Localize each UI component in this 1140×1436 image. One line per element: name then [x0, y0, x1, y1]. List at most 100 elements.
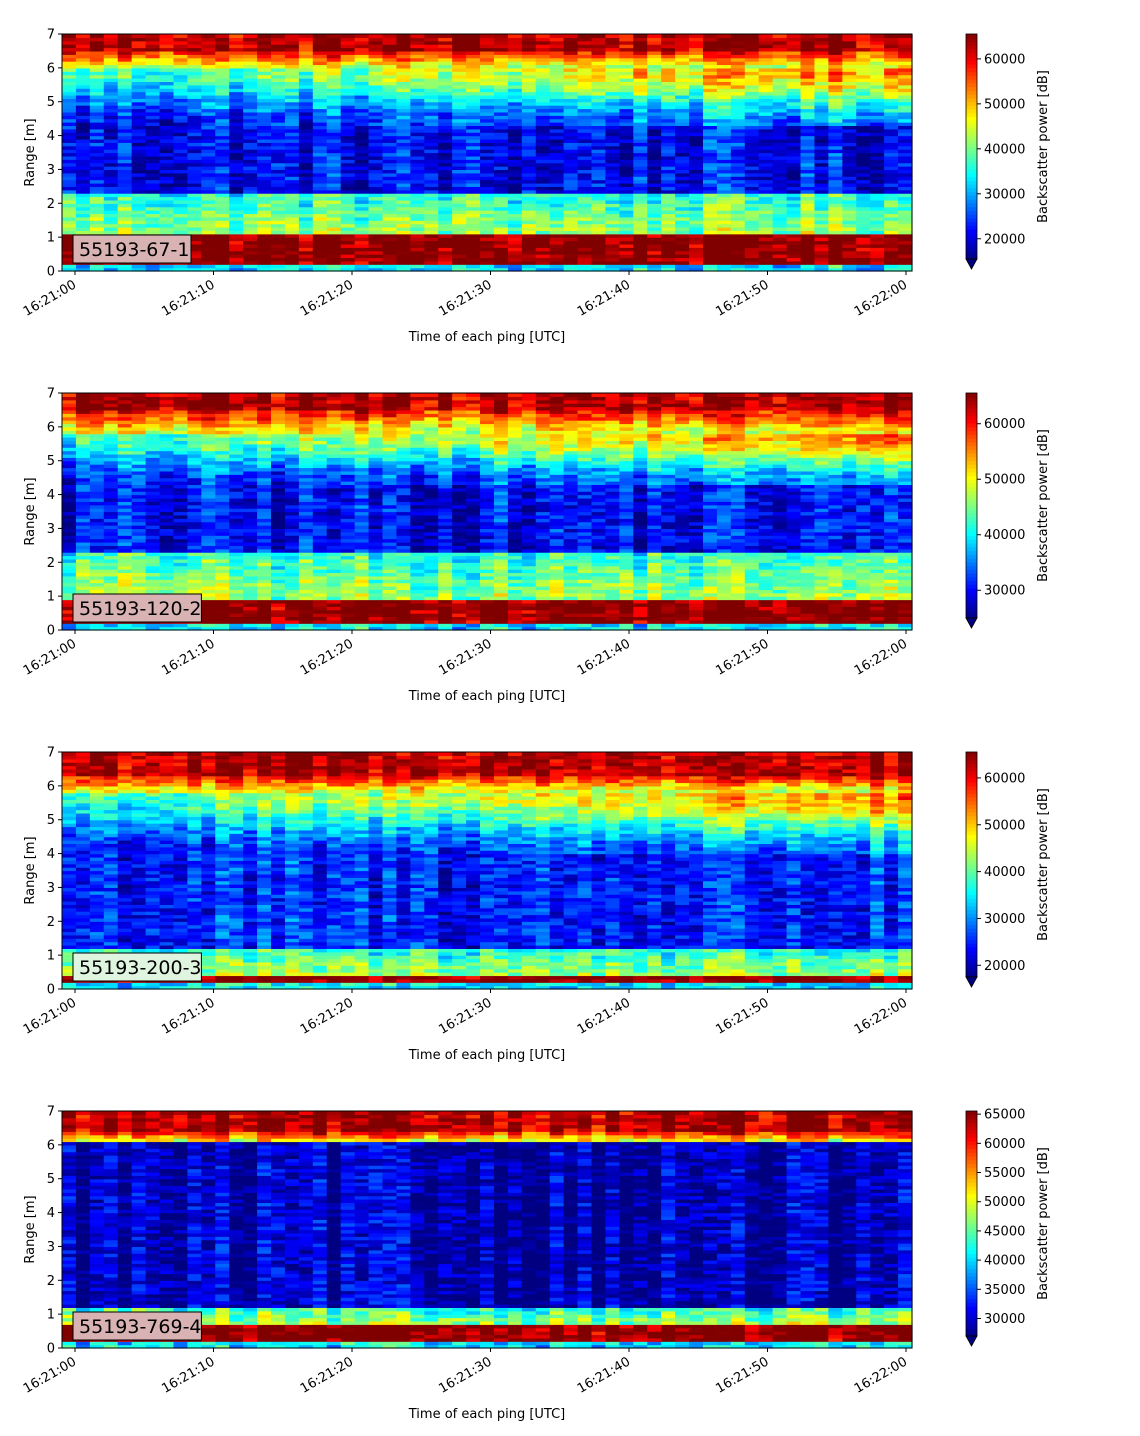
- heatmap-cell: [62, 230, 77, 235]
- heatmap-cell: [159, 84, 175, 89]
- heatmap-cell: [117, 88, 133, 93]
- heatmap-cell: [75, 67, 91, 72]
- heatmap-cell: [215, 54, 230, 59]
- heatmap-cell: [89, 159, 105, 164]
- heatmap-cell: [89, 206, 105, 211]
- heatmap-cell: [201, 176, 216, 181]
- heatmap-cell: [145, 111, 161, 116]
- heatmap-cell: [131, 159, 147, 164]
- heatmap-cell: [173, 213, 189, 218]
- heatmap-cell: [145, 213, 161, 218]
- x-tick-label: 16:21:50: [713, 277, 771, 319]
- colorbar-segment: [966, 217, 977, 223]
- heatmap-cell: [201, 108, 216, 113]
- colorbar-tick-label: 30000: [984, 187, 1025, 202]
- heatmap-cell: [103, 50, 119, 55]
- colorbar-segment: [966, 229, 977, 234]
- heatmap-cell: [103, 61, 119, 66]
- heatmap-cell: [117, 91, 133, 96]
- heatmap-cell: [159, 162, 175, 167]
- heatmap-cell: [145, 118, 161, 123]
- colorbar-segment: [966, 187, 977, 193]
- heatmap-cell: [159, 179, 175, 184]
- heatmap-cell: [201, 257, 216, 262]
- heatmap-cell: [215, 162, 230, 167]
- heatmap-cell: [117, 210, 133, 215]
- heatmap-cell: [159, 105, 175, 110]
- heatmap-cell: [173, 115, 189, 120]
- heatmap-cell: [62, 81, 77, 86]
- heatmap-cell: [340, 34, 356, 38]
- heatmap-cell: [145, 88, 161, 93]
- heatmap-cell: [62, 166, 77, 171]
- heatmap-cell: [75, 78, 91, 82]
- heatmap-cell: [173, 206, 189, 211]
- heatmap-cell: [201, 149, 216, 154]
- heatmap-cell: [117, 393, 133, 397]
- heatmap-cell: [89, 210, 105, 215]
- heatmap-cell: [62, 162, 77, 167]
- heatmap-cell: [159, 101, 175, 106]
- heatmap-cell: [75, 223, 91, 228]
- colorbar-segment: [966, 206, 977, 211]
- heatmap-cell: [201, 247, 216, 252]
- heatmap-cell: [131, 393, 147, 397]
- heatmap-cell: [131, 128, 147, 133]
- heatmap-cell: [215, 57, 230, 62]
- heatmap-cell: [215, 254, 230, 259]
- heatmap-cell: [159, 135, 175, 140]
- heatmap-cell: [103, 193, 119, 198]
- heatmap-cell: [145, 206, 161, 211]
- heatmap-cell: [103, 47, 119, 52]
- heatmap-cell: [187, 186, 202, 191]
- heatmap-cell: [187, 226, 202, 231]
- heatmap-cell: [159, 108, 175, 113]
- heatmap-cell: [173, 138, 189, 143]
- heatmap-cell: [103, 176, 119, 181]
- heatmap-cell: [159, 267, 175, 272]
- heatmap-cell: [159, 61, 175, 66]
- heatmap-cell: [103, 64, 119, 69]
- heatmap-cell: [187, 138, 202, 143]
- heatmap-cell: [131, 169, 147, 174]
- heatmap-cell: [201, 135, 216, 140]
- heatmap-cell: [145, 98, 161, 103]
- heatmap-cell: [62, 237, 77, 242]
- heatmap-cell: [201, 210, 216, 215]
- heatmap-cell: [89, 37, 105, 42]
- heatmap-cell: [215, 118, 230, 123]
- colorbar-segment: [966, 49, 977, 54]
- heatmap-cell: [173, 57, 189, 62]
- heatmap-cell: [215, 220, 230, 225]
- colorbar-segment: [966, 71, 977, 76]
- heatmap-cell: [75, 111, 91, 116]
- heatmap-cell: [131, 267, 147, 272]
- heatmap-cell: [117, 176, 133, 181]
- heatmap-cell: [159, 226, 175, 231]
- heatmap-cell: [145, 193, 161, 198]
- heatmap-cell: [145, 216, 161, 221]
- heatmap-cell: [173, 108, 189, 113]
- heatmap-cell: [62, 247, 77, 252]
- colorbar-segment: [966, 240, 977, 245]
- heatmap-cell: [173, 152, 189, 157]
- heatmap-cell: [117, 220, 133, 225]
- heatmap-cell: [62, 254, 77, 259]
- heatmap-cell: [159, 155, 175, 160]
- heatmap-cell: [201, 50, 216, 55]
- heatmap-cell: [75, 196, 91, 201]
- heatmap-cell: [117, 115, 133, 120]
- heatmap-cell: [716, 34, 732, 38]
- heatmap-cell: [145, 40, 161, 45]
- heatmap-cell: [173, 98, 189, 103]
- heatmap-cell: [173, 210, 189, 215]
- heatmap-cell: [89, 101, 105, 106]
- heatmap-cell: [75, 393, 91, 397]
- heatmap-cell: [103, 54, 119, 59]
- heatmap-cell: [145, 166, 161, 171]
- heatmap-cell: [187, 193, 202, 198]
- heatmap-cell: [145, 203, 161, 208]
- heatmap-cell: [75, 176, 91, 181]
- heatmap-cell: [103, 37, 119, 42]
- heatmap-cell: [201, 142, 216, 147]
